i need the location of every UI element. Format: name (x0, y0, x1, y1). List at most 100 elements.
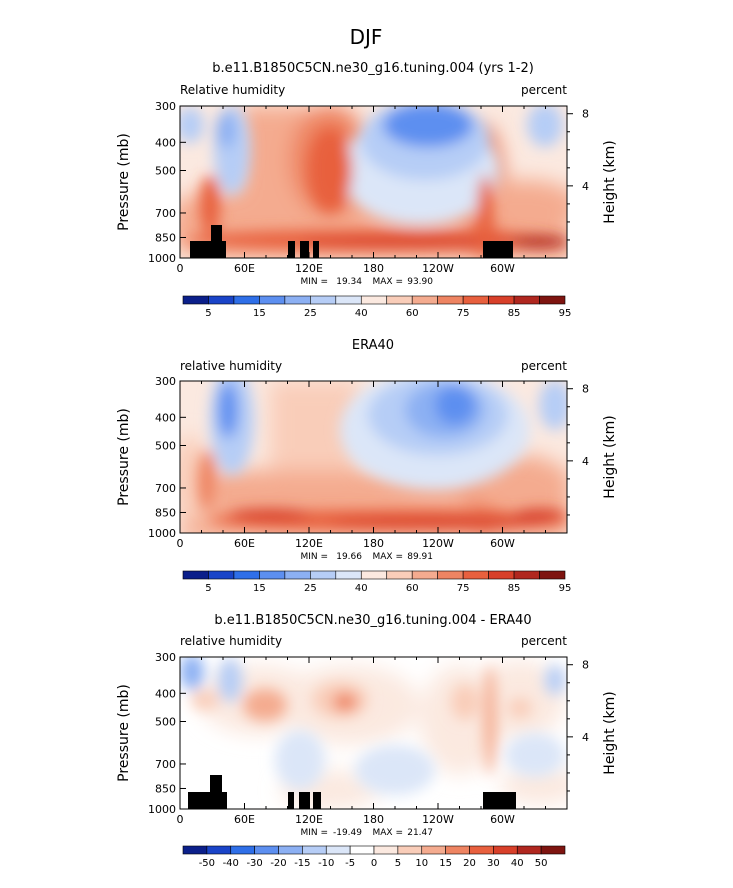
y-axis-label: Pressure (mb) (116, 684, 132, 782)
colorbar-label: 95 (559, 583, 572, 594)
colorbar-label: -20 (270, 858, 286, 869)
axes: 0 60E 120E 180 120W 60W 300 400 500 700 850 1000 8 4 P… (116, 375, 618, 550)
contour-field (180, 381, 567, 533)
colorbar-label: -40 (223, 858, 239, 869)
colorbar-box (259, 570, 286, 580)
colorbar-box (539, 295, 566, 305)
y-tick-label: 400 (155, 136, 176, 149)
y-tick-label: 400 (155, 687, 176, 700)
panel-era40: ERA40 relative humidity percent (116, 338, 618, 594)
colorbar-label: 15 (439, 858, 452, 869)
x-tick-label: 0 (177, 537, 184, 550)
colorbar-box (310, 570, 337, 580)
contour-field (180, 657, 567, 809)
colorbar-box (259, 295, 286, 305)
max-label: MAX = (373, 277, 404, 287)
y-right-tick-label: 4 (582, 455, 589, 468)
y-tick-label: 300 (155, 375, 176, 388)
colorbar-box (513, 295, 540, 305)
colorbar-label: 60 (406, 308, 419, 319)
colorbar-box (462, 295, 489, 305)
y-right-axis-label: Height (km) (602, 691, 618, 774)
colorbar-box (360, 295, 388, 305)
panel-title: b.e11.B1850C5CN.ne30_g16.tuning.004 (yrs… (212, 61, 534, 76)
panel-model: b.e11.B1850C5CN.ne30_g16.tuning.004 (yrs… (116, 61, 618, 319)
stats: MIN = 19.34 MAX = 93.90 (300, 277, 433, 287)
colorbar-label: 85 (508, 308, 521, 319)
min-label: MIN = (300, 277, 328, 287)
colorbar-box (233, 570, 260, 580)
colorbar-box (208, 570, 235, 580)
y-tick-label: 1000 (148, 803, 176, 816)
colorbar-box (386, 295, 413, 305)
colorbar-box (437, 295, 464, 305)
x-tick-label: 60W (490, 537, 515, 550)
colorbar-box (513, 570, 540, 580)
colorbar-box (386, 570, 413, 580)
axes: 0 60E 120E 180 120W 60W 300 400 500 700 850 1000 8 4 P… (116, 100, 618, 275)
colorbar-box (493, 845, 518, 855)
colorbar-box (278, 845, 303, 855)
panel-title: b.e11.B1850C5CN.ne30_g16.tuning.004 - ER… (214, 613, 531, 628)
x-tick-label: 60W (490, 262, 515, 275)
colorbar-label: 5 (395, 858, 401, 869)
colorbar-box (325, 845, 351, 855)
x-tick-label: 180 (363, 537, 384, 550)
colorbar-box (540, 845, 566, 855)
panel-difference: b.e11.B1850C5CN.ne30_g16.tuning.004 - ER… (116, 613, 618, 869)
colorbar-box (488, 295, 515, 305)
x-tick-label: 60W (490, 813, 515, 826)
x-tick-label: 0 (177, 813, 184, 826)
x-tick-label: 120W (422, 537, 454, 550)
panel-left-string: relative humidity (180, 634, 282, 648)
colorbar-box (360, 570, 388, 580)
x-tick-label: 120W (422, 262, 454, 275)
colorbar-label: 40 (355, 308, 368, 319)
colorbar-label: 60 (406, 583, 419, 594)
panel-left-string: relative humidity (180, 359, 282, 373)
y-tick-label: 700 (155, 207, 176, 220)
max-label: MAX = (373, 552, 404, 562)
max-value: 21.47 (407, 828, 433, 838)
colorbar-label: -5 (345, 858, 355, 869)
colorbar-label: 25 (304, 308, 317, 319)
colorbar-box (310, 295, 337, 305)
colorbar-box (539, 570, 566, 580)
colorbar-label: 95 (559, 308, 572, 319)
colorbar: 5 15 25 40 60 75 85 95 (182, 295, 572, 319)
contour-field (180, 106, 567, 258)
y-right-axis-label: Height (km) (602, 140, 618, 223)
stats: MIN = 19.66 MAX = 89.91 (300, 552, 433, 562)
colorbar-label: 30 (487, 858, 500, 869)
colorbar-label: 5 (205, 583, 211, 594)
y-tick-label: 700 (155, 758, 176, 771)
colorbar-box (421, 845, 446, 855)
colorbar-box (182, 570, 209, 580)
colorbar-box (335, 570, 362, 580)
figure-title: DJF (350, 25, 383, 49)
y-tick-label: 850 (155, 506, 176, 519)
colorbar-label: 40 (355, 583, 368, 594)
min-value: -19.49 (333, 828, 362, 838)
y-axis-label: Pressure (mb) (116, 408, 132, 506)
x-tick-label: 120E (295, 262, 323, 275)
colorbar-label: -15 (294, 858, 310, 869)
x-tick-label: 180 (363, 813, 384, 826)
topography (190, 225, 513, 258)
min-value: 19.34 (336, 277, 362, 287)
colorbar-box (284, 295, 311, 305)
x-tick-label: 120W (422, 813, 454, 826)
colorbar-box (230, 845, 255, 855)
colorbar-label: 50 (535, 858, 548, 869)
colorbar-box (182, 845, 208, 855)
colorbar-label: 75 (457, 583, 470, 594)
colorbar-label: 10 (415, 858, 428, 869)
colorbar-box (302, 845, 327, 855)
x-tick-label: 120E (295, 813, 323, 826)
y-axis-label: Pressure (mb) (116, 133, 132, 231)
colorbar-box (254, 845, 279, 855)
colorbar-label: -30 (246, 858, 262, 869)
colorbar-box (233, 295, 260, 305)
x-tick-label: 60E (234, 537, 255, 550)
colorbar-box (445, 845, 470, 855)
